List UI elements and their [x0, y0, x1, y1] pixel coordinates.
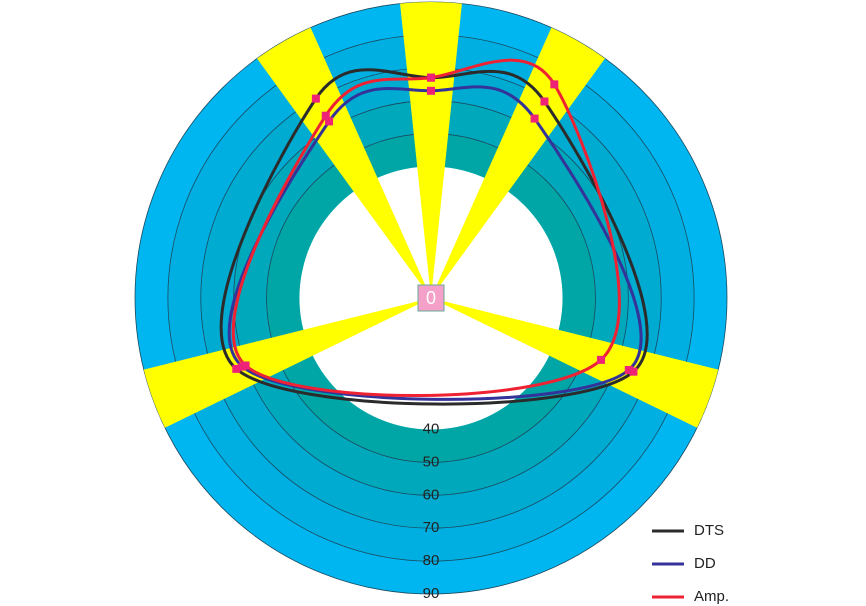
r-tick-label: 90 [423, 585, 440, 602]
marker [325, 117, 334, 126]
marker [241, 361, 250, 370]
marker [232, 364, 241, 373]
marker [629, 367, 638, 376]
marker [540, 97, 549, 106]
center-label: 0 [426, 288, 436, 308]
legend-label: Amp. [694, 588, 729, 605]
r-tick-label: 70 [423, 519, 440, 536]
r-tick-label: 50 [423, 453, 440, 470]
marker [530, 114, 539, 123]
r-tick-label: 60 [423, 486, 440, 503]
highlight-wedge [257, 27, 431, 298]
highlight-wedge [431, 298, 719, 428]
r-tick-label: 40 [423, 421, 440, 438]
marker [321, 111, 330, 120]
marker [427, 73, 435, 82]
marker [596, 355, 605, 364]
marker [311, 94, 320, 103]
highlight-wedge [143, 298, 431, 428]
r-tick-label: 80 [423, 552, 440, 569]
legend-label: DTS [694, 522, 724, 539]
marker [624, 365, 633, 374]
marker [427, 86, 435, 95]
legend-label: DD [694, 555, 716, 572]
center-box [417, 284, 445, 312]
marker [550, 80, 559, 89]
